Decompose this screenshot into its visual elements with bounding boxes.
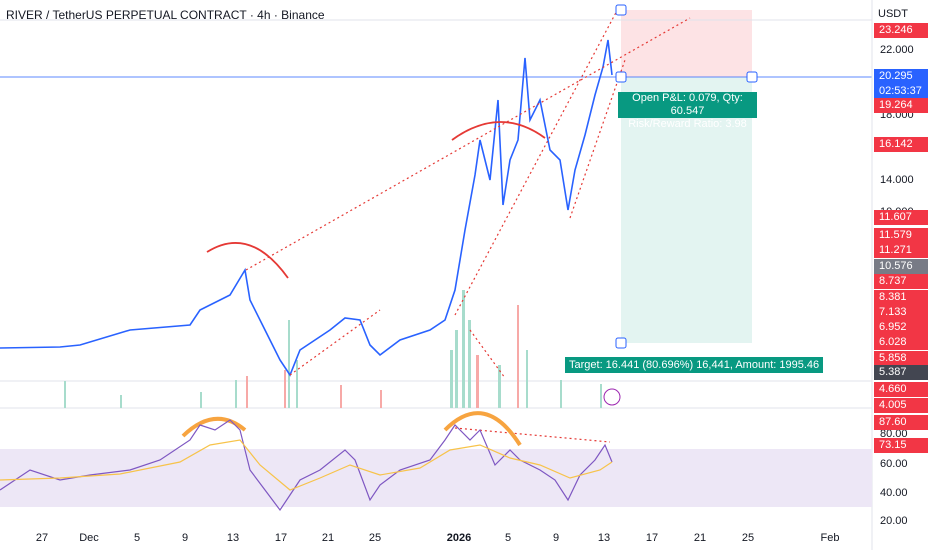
price-tag: 4.005 (874, 398, 928, 413)
ratio-text: Risk/Reward Ratio: 3.98 (628, 118, 747, 130)
price-tag-text: 6.952 (879, 321, 907, 333)
price-tag-text: 87.60 (879, 416, 907, 428)
volume-bars (64, 290, 602, 408)
price-tag-text: 16.142 (879, 138, 913, 150)
price-label: 22.000 (880, 44, 914, 56)
price-tag: 11.271 (874, 243, 928, 258)
time-label: 21 (322, 532, 334, 544)
time-label: Feb (821, 532, 840, 544)
rsi-label: 40.00 (880, 487, 908, 499)
handle[interactable] (615, 4, 627, 16)
arc (206, 242, 289, 279)
price-tag-text: 5.858 (879, 352, 907, 364)
target-box: Target: 16.441 (80.696%) 16,441, Amount:… (565, 357, 824, 373)
replay-icon[interactable] (603, 388, 621, 406)
time-label: 25 (369, 532, 381, 544)
price-tag-text: 73.15 (879, 439, 907, 451)
price-tag-text: 23.246 (879, 24, 913, 36)
price-tag-text: 7.133 (879, 306, 907, 318)
price-tag-text: 4.660 (879, 383, 907, 395)
price-tag-text: 10.576 (879, 260, 913, 272)
price-tag-text: 11.607 (879, 211, 912, 223)
currency: USDT (878, 8, 908, 20)
time-label: 5 (505, 532, 511, 544)
price-tag: 6.028 (874, 335, 928, 350)
time-label: 5 (134, 532, 140, 544)
price-tag: 23.246 (874, 23, 928, 38)
countdown: 02:53:37 (879, 85, 922, 97)
time-label: 27 (36, 532, 48, 544)
time-label: Dec (79, 532, 99, 544)
price-tag: 73.15 (874, 438, 928, 453)
time-label: 13 (598, 532, 610, 544)
price-tag: 20.295 02:53:37 (874, 69, 928, 99)
price-tag: 6.952 (874, 320, 928, 335)
price-tag: 8.381 (874, 290, 928, 305)
price-tag-text: 11.271 (879, 244, 912, 256)
price-tag: 8.737 (874, 274, 928, 289)
price-tag-text: 19.264 (879, 99, 913, 111)
target-zone (621, 77, 752, 343)
pnl-box: Open P&L: 0.079, Qty: 60.547 Risk/Reward… (618, 92, 757, 130)
price-tag-text: 8.737 (879, 275, 907, 287)
price-label: 14.000 (880, 174, 914, 186)
price-tag-text: 8.381 (879, 291, 907, 303)
arc (451, 121, 546, 141)
rsi-label: 80.00 (880, 428, 908, 440)
price-tag: 11.607 (874, 210, 928, 225)
arc (181, 416, 247, 438)
price-tag-text: 5.387 (879, 366, 907, 378)
price-tag-text: 6.028 (879, 336, 907, 348)
price-tag: 5.858 (874, 351, 928, 366)
rsi-label: 60.00 (880, 458, 908, 470)
price-tag: 16.142 (874, 137, 928, 152)
time-label: 9 (182, 532, 188, 544)
price-tag: 11.579 (874, 228, 928, 243)
stop-zone (621, 10, 752, 77)
price-tag-text: 20.295 (879, 70, 913, 82)
handle[interactable] (615, 71, 627, 83)
arc (443, 411, 522, 447)
price-tag-text: 11.579 (879, 229, 912, 241)
price-tag: 10.576 (874, 259, 928, 274)
rsi-line (0, 419, 613, 512)
time-label: 9 (553, 532, 559, 544)
trend-lines (245, 4, 691, 443)
rsi-label: 20.00 (880, 515, 908, 527)
price-tag: 19.264 (874, 98, 928, 113)
price-tag: 5.387 (874, 365, 928, 380)
time-label: 17 (275, 532, 287, 544)
price-tag-text: 4.005 (879, 399, 907, 411)
title: RIVER / TetherUS PERPETUAL CONTRACT · 4h… (6, 8, 325, 22)
rsi-ma (0, 439, 613, 491)
price-tag: 87.60 (874, 415, 928, 430)
price-tag: 4.660 (874, 382, 928, 397)
price-series (0, 39, 613, 377)
rsi-band (0, 449, 872, 507)
time-label: 2026 (447, 532, 471, 544)
time-label: 25 (742, 532, 754, 544)
pnl-text: Open P&L: 0.079, Qty: 60.547 (632, 92, 743, 117)
time-label: 13 (227, 532, 239, 544)
handle[interactable] (746, 71, 758, 83)
price-tag: 7.133 (874, 305, 928, 320)
time-label: 21 (694, 532, 706, 544)
time-label: 17 (646, 532, 658, 544)
handle[interactable] (615, 337, 627, 349)
